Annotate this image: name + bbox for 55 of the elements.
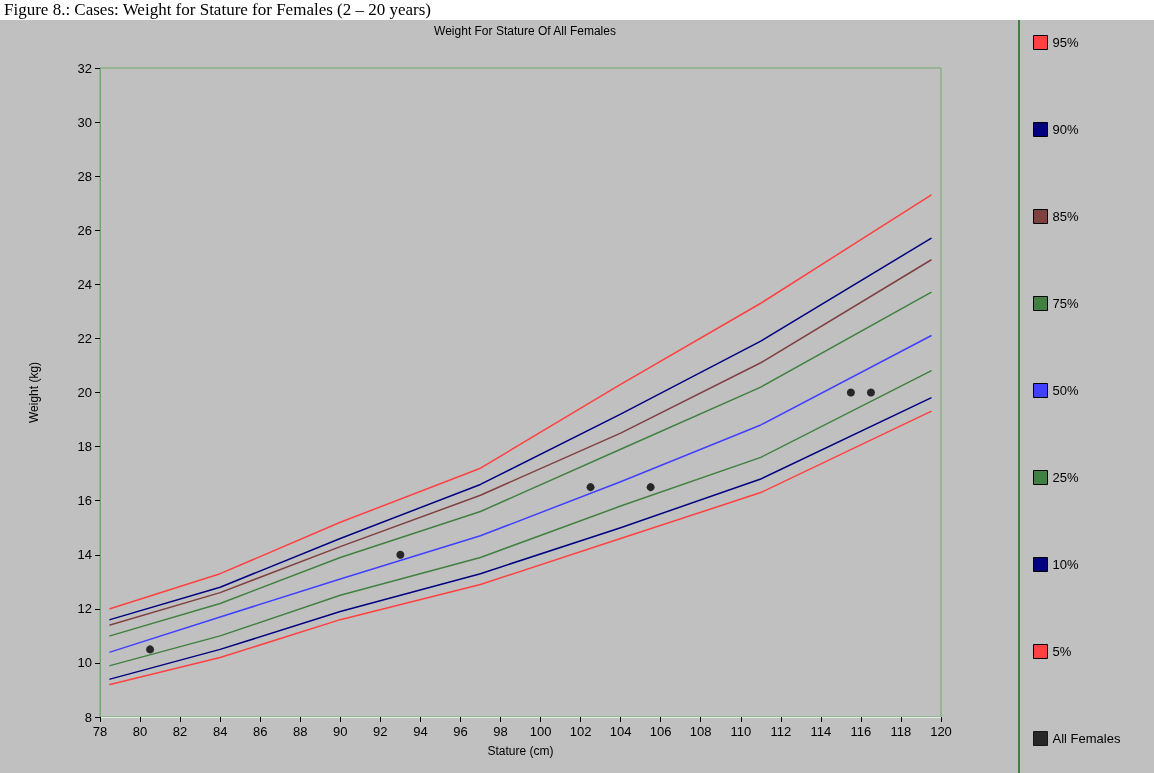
line-series bbox=[109, 334, 932, 653]
legend-label: 25% bbox=[1052, 470, 1079, 485]
y-tick-label: 32 bbox=[77, 60, 92, 76]
y-tick-label: 24 bbox=[77, 276, 92, 292]
x-tick-label: 78 bbox=[92, 724, 108, 739]
x-tick-label: 112 bbox=[770, 724, 792, 739]
y-tick-label: 12 bbox=[77, 601, 92, 617]
y-tick-label: 30 bbox=[77, 114, 92, 130]
y-tick-label: 28 bbox=[77, 168, 92, 184]
y-tick-label: 26 bbox=[77, 222, 92, 238]
y-tick-label: 8 bbox=[84, 709, 92, 725]
point bbox=[586, 483, 595, 492]
x-axis-title: Stature (cm) bbox=[487, 744, 554, 758]
x-tick-label: 84 bbox=[212, 724, 228, 739]
point bbox=[146, 645, 155, 654]
x-tick-label: 90 bbox=[333, 724, 348, 739]
legend-label: 50% bbox=[1052, 383, 1079, 398]
y-tick-label: 14 bbox=[77, 547, 92, 563]
x-tick-label: 98 bbox=[493, 724, 508, 739]
point bbox=[866, 388, 875, 397]
x-tick-label: 118 bbox=[890, 724, 912, 739]
caption: Figure 8.: Cases: Weight for Stature for Females (2 – 20 years) bbox=[3, 0, 432, 20]
x-tick-label: 86 bbox=[252, 724, 268, 739]
point bbox=[396, 550, 405, 559]
x-tick-label: 88 bbox=[293, 724, 308, 739]
legend-label: 90% bbox=[1052, 122, 1079, 137]
x-tick-label: 102 bbox=[569, 724, 592, 739]
x-tick-label: 116 bbox=[850, 724, 872, 739]
legend-label: 85% bbox=[1052, 209, 1079, 224]
x-tick-label: 92 bbox=[373, 724, 388, 739]
chart-title: Weight For Stature Of All Females bbox=[434, 24, 616, 38]
point bbox=[846, 388, 855, 397]
y-tick-label: 18 bbox=[77, 439, 92, 455]
x-tick-label: 120 bbox=[930, 724, 952, 739]
x-tick-label: 82 bbox=[172, 724, 188, 739]
x-tick-label: 110 bbox=[730, 724, 752, 739]
x-tick-label: 94 bbox=[413, 724, 428, 739]
x-tick-label: 114 bbox=[810, 724, 832, 739]
legend-label: 10% bbox=[1052, 557, 1079, 572]
legend-label: 5% bbox=[1052, 644, 1072, 659]
y-axis-title: Weight (kg) bbox=[27, 361, 41, 424]
y-tick-label: 10 bbox=[77, 655, 92, 671]
y-tick-label: 20 bbox=[77, 385, 92, 400]
x-tick-label: 100 bbox=[529, 724, 552, 739]
x-tick-label: 80 bbox=[132, 724, 148, 739]
x-tick-label: 104 bbox=[609, 724, 632, 739]
y-tick-label: 22 bbox=[77, 330, 92, 346]
x-tick-label: 96 bbox=[453, 724, 468, 739]
legend-label: 75% bbox=[1052, 296, 1079, 311]
point bbox=[646, 483, 655, 492]
y-tick-label: 16 bbox=[77, 493, 92, 509]
x-tick-label: 108 bbox=[689, 724, 712, 739]
legend-label: All Females bbox=[1052, 731, 1121, 746]
legend-label: 95% bbox=[1052, 35, 1079, 50]
x-tick-label: 106 bbox=[649, 724, 672, 739]
